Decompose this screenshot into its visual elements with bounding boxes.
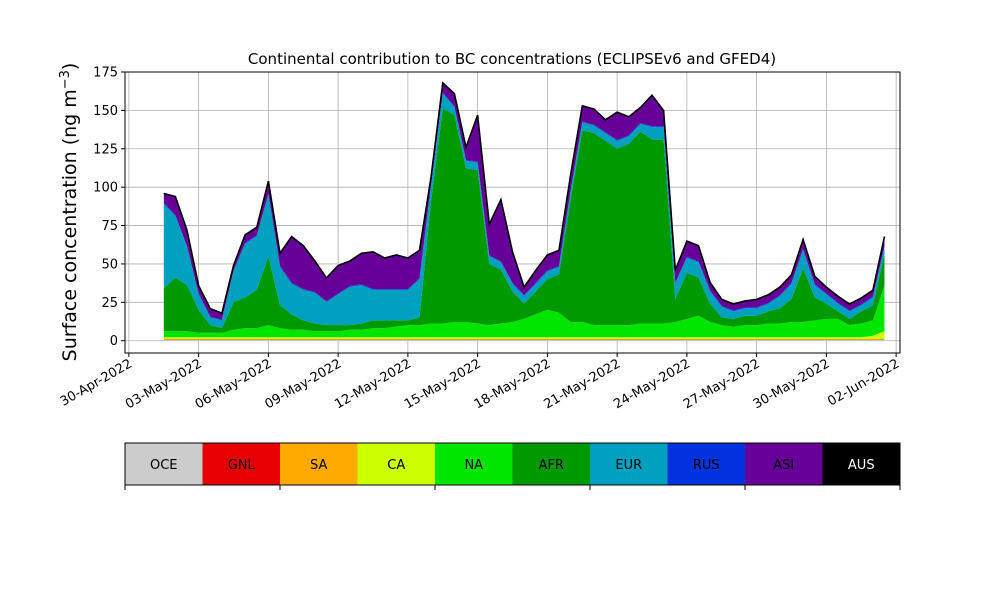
legend-label-eur: EUR (615, 458, 642, 473)
y-tick-label: 100 (93, 181, 118, 196)
area-na (163, 285, 885, 338)
stacked-areas (163, 82, 885, 341)
y-tick-label: 25 (101, 296, 118, 311)
y-tick-label: 150 (93, 104, 118, 119)
legend-swatch-oce (125, 443, 203, 485)
chart-title: Continental contribution to BC concentra… (248, 50, 776, 68)
legend-label-gnl: GNL (228, 458, 256, 473)
legend-label-afr: AFR (539, 458, 564, 473)
area-oce (163, 339, 885, 341)
legend-swatch-rus (667, 443, 745, 485)
x-tick-label: 30-May-2022 (751, 356, 833, 412)
x-tick-label: 06-May-2022 (193, 356, 275, 412)
plot-frame (124, 71, 901, 354)
legend-swatch-eur (590, 443, 668, 485)
x-tick-label: 09-May-2022 (262, 356, 344, 412)
y-axis-label-text: Surface concentration (ng m (59, 89, 81, 361)
legend-frame (124, 442, 901, 486)
y-axis-label-superscript: −3 (58, 70, 73, 89)
plot-area: 0 25 50 75 100 125 150 175 30-Apr-202203-May-20… (58, 66, 902, 413)
area-ca (163, 331, 885, 339)
x-tick-label: 21-May-2022 (541, 356, 623, 412)
x-axis: 30-Apr-202203-May-202206-May-202209-May-… (58, 353, 902, 412)
y-axis: 0 25 50 75 100 125 150 175 (93, 66, 125, 349)
y-tick-label: 50 (101, 257, 118, 272)
x-tick-label: 27-May-2022 (681, 356, 763, 412)
y-axis-label-close: ) (59, 63, 81, 70)
legend-swatch-afr (512, 443, 590, 485)
legend-swatch-aus (822, 443, 900, 485)
total-line (163, 81, 886, 315)
y-axis-label: Surface concentration (ng m−3) (58, 63, 81, 362)
legend-swatch-gnl (202, 443, 280, 485)
legend-label-asi: ASI (773, 458, 794, 473)
x-tick-label: 02-Jun-2022 (825, 356, 902, 409)
legend-label-na: NA (464, 458, 483, 473)
x-tick-label: 18-May-2022 (472, 356, 554, 412)
y-tick-label: 75 (101, 219, 118, 234)
y-tick-label: 0 (110, 334, 118, 349)
legend-colorbar: OCE GNL SA CA NA AFR EUR RUS ASI AUS (124, 442, 901, 490)
legend-label-oce: OCE (150, 458, 178, 473)
y-tick-label: 125 (93, 142, 118, 157)
legend-label-aus: AUS (848, 458, 875, 473)
x-tick-label: 03-May-2022 (123, 356, 205, 412)
area-sa (163, 338, 885, 340)
legend-swatch-na (435, 443, 513, 485)
y-tick-label: 175 (93, 66, 118, 81)
legend-swatch-asi (745, 443, 823, 485)
x-tick-label: 24-May-2022 (611, 356, 693, 412)
legend-label-sa: SA (310, 458, 327, 473)
area-afr (163, 108, 885, 333)
x-tick-label: 15-May-2022 (402, 356, 484, 412)
legend-swatch-ca (357, 443, 435, 485)
legend-label-rus: RUS (693, 458, 720, 473)
legend-swatch-sa (280, 443, 358, 485)
x-tick-label: 12-May-2022 (332, 356, 414, 412)
legend-label-ca: CA (387, 458, 405, 473)
